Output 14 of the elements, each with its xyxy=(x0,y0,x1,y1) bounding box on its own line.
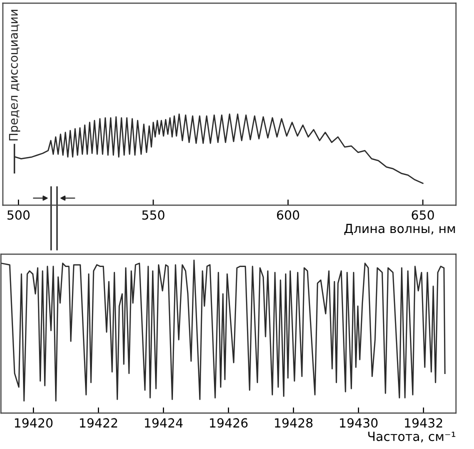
x-tick-label: 500 xyxy=(8,210,30,220)
x-tick-label: 19428 xyxy=(274,418,312,428)
x-tick-label: 19432 xyxy=(404,418,442,428)
x-tick-label: 19426 xyxy=(210,418,248,428)
x-axis-title: Длина волны, нм xyxy=(344,224,455,235)
x-tick-label: 650 xyxy=(412,210,434,220)
x-tick-label: 19424 xyxy=(144,418,183,428)
x-tick-label: 550 xyxy=(142,210,164,220)
x-tick-label: 600 xyxy=(276,210,300,220)
x-axis-title: Частота, см⁻¹ xyxy=(368,432,456,442)
x-tick-label: 19422 xyxy=(80,418,118,428)
ref-line-label: Предел диссоциации xyxy=(9,10,20,140)
x-tick-label: 19430 xyxy=(340,418,378,428)
x-tick-label: 19420 xyxy=(14,418,53,428)
